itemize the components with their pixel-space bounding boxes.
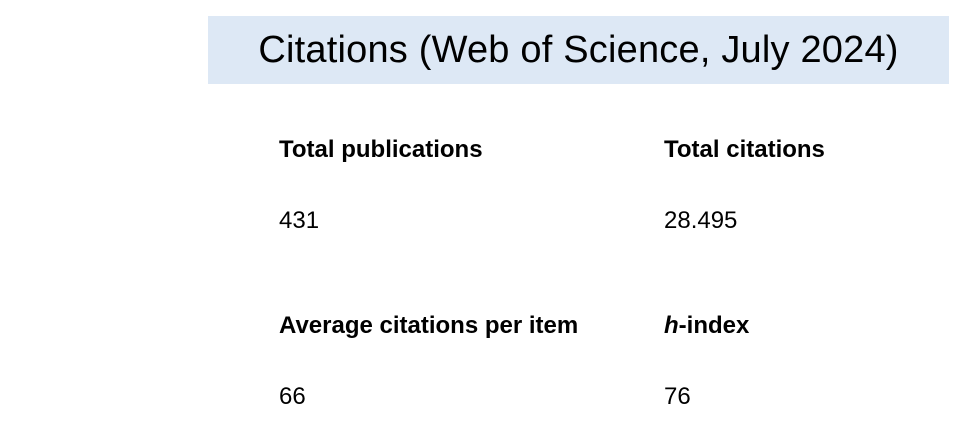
total-publications-label: Total publications: [279, 136, 483, 163]
h-index-label-italic: h: [664, 312, 679, 339]
page-title: Citations (Web of Science, July 2024): [258, 28, 899, 71]
h-index-value: 76: [664, 383, 691, 410]
total-citations-label: Total citations: [664, 136, 825, 163]
average-citations-value: 66: [279, 383, 306, 410]
total-citations-value: 28.495: [664, 207, 738, 234]
average-citations-label: Average citations per item: [279, 312, 579, 339]
total-publications-value: 431: [279, 207, 320, 234]
title-band: Citations (Web of Science, July 2024): [208, 16, 949, 84]
h-index-label-rest: -index: [678, 312, 750, 339]
h-index-label: h-index: [664, 312, 749, 340]
